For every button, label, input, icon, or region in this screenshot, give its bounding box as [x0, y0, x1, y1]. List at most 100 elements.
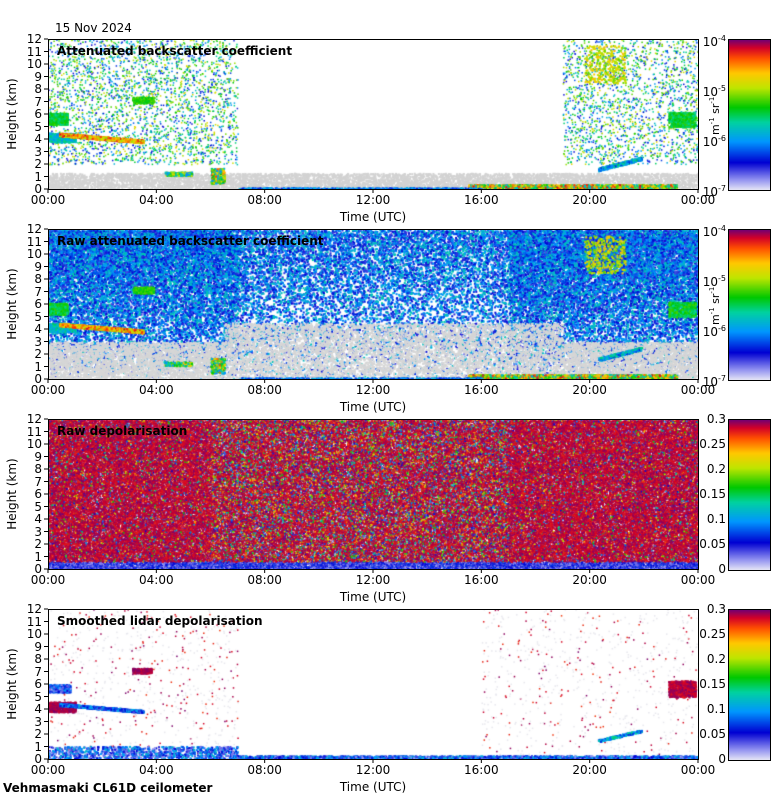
colorbar-1	[728, 39, 771, 191]
x-tick-label: 20:00	[572, 383, 607, 397]
colorbar-tick-label: 0.25	[699, 627, 726, 641]
y-tick-label: 12	[26, 412, 42, 426]
y-tick-label: 11	[26, 424, 42, 439]
x-tick-label: 08:00	[247, 193, 282, 207]
colorbar-tick-label: 0	[718, 752, 726, 766]
y-axis-label: Height (km)	[5, 458, 19, 530]
y-tick-label: 9	[34, 449, 42, 464]
y-tick-label: 1	[34, 359, 42, 374]
y-tick-label: 4	[34, 702, 42, 716]
y-tick-label: 7	[34, 664, 42, 679]
colorbar-unit-label: m-1 sr-1	[708, 286, 722, 326]
y-tick-label: 4	[34, 512, 42, 526]
x-tick-label: 16:00	[464, 573, 499, 587]
colorbar-tick-label: 0	[718, 562, 726, 576]
x-tick-label: 08:00	[247, 383, 282, 397]
x-axis-label: Time (UTC)	[339, 780, 407, 794]
y-tick-label: 8	[34, 272, 42, 286]
colorbar-tick-label: 10-7	[702, 184, 726, 199]
x-tick-label: 20:00	[572, 763, 607, 777]
heatmap-4	[48, 609, 698, 759]
x-tick-label: 00:00	[30, 193, 66, 207]
y-tick-label: 11	[26, 614, 42, 629]
x-tick-label: 12:00	[355, 193, 391, 207]
y-tick-label: 1	[34, 549, 42, 564]
footer-instrument-label: Vehmasmaki CL61D ceilometer	[3, 781, 213, 795]
x-tick-label: 12:00	[355, 573, 391, 587]
x-tick-label: 20:00	[572, 573, 607, 587]
y-tick-label: 6	[34, 487, 42, 501]
colorbar-tick-label: 0.3	[706, 412, 726, 426]
panel-title-3: Raw depolarisation	[57, 424, 188, 438]
colorbar-tick-label: 10-6	[702, 134, 726, 149]
y-tick-label: 7	[34, 284, 42, 299]
x-tick-label: 00:00	[680, 193, 716, 207]
y-tick-label: 9	[34, 259, 42, 274]
y-tick-label: 0	[34, 752, 42, 766]
x-tick-label: 00:00	[30, 383, 66, 397]
x-tick-label: 16:00	[464, 193, 499, 207]
colorbar-tick-label: 0.15	[699, 487, 726, 501]
colorbar-tick-label: 0.15	[699, 677, 726, 691]
y-tick-label: 7	[34, 474, 42, 489]
x-tick-label: 00:00	[680, 763, 716, 777]
y-tick-label: 4	[34, 322, 42, 336]
y-tick-label: 6	[34, 297, 42, 311]
heatmap-3	[48, 419, 698, 569]
y-axis-label: Height (km)	[5, 268, 19, 340]
y-tick-label: 9	[34, 639, 42, 654]
colorbar-tick-label: 0.1	[706, 702, 726, 716]
panel-title-1: Attenuated backscatter coefficient	[57, 44, 293, 58]
y-tick-label: 0	[34, 182, 42, 196]
y-tick-label: 3	[34, 524, 42, 539]
y-tick-label: 10	[26, 247, 42, 261]
colorbar-tick-label: 10-5	[702, 84, 726, 99]
x-tick-label: 00:00	[30, 573, 66, 587]
colorbar-3	[728, 419, 771, 571]
date-label: 15 Nov 2024	[55, 21, 132, 35]
y-tick-label: 6	[34, 677, 42, 691]
x-tick-label: 00:00	[680, 573, 716, 587]
heatmap-2	[48, 229, 698, 379]
x-tick-label: 04:00	[139, 573, 174, 587]
y-tick-label: 3	[34, 714, 42, 729]
heatmap-1	[48, 39, 698, 189]
colorbar-tick-label: 0.2	[706, 652, 726, 666]
y-tick-label: 9	[34, 69, 42, 84]
colorbar-tick-label: 10-5	[702, 274, 726, 289]
y-tick-label: 3	[34, 334, 42, 349]
colorbar-tick-label: 0.1	[706, 512, 726, 526]
colorbar-tick-label: 10-4	[702, 224, 726, 239]
colorbar-tick-label: 0.2	[706, 462, 726, 476]
y-tick-label: 6	[34, 107, 42, 121]
y-axis-label: Height (km)	[5, 78, 19, 150]
y-tick-label: 4	[34, 132, 42, 146]
x-axis-label: Time (UTC)	[339, 210, 407, 224]
x-tick-label: 08:00	[247, 573, 282, 587]
y-tick-label: 12	[26, 32, 42, 46]
x-axis-label: Time (UTC)	[339, 400, 407, 414]
y-tick-label: 8	[34, 82, 42, 96]
x-tick-label: 16:00	[464, 763, 499, 777]
x-tick-label: 00:00	[680, 383, 716, 397]
colorbar-unit-label: m-1 sr-1	[708, 96, 722, 136]
x-tick-label: 04:00	[139, 383, 174, 397]
x-tick-label: 12:00	[355, 383, 391, 397]
y-tick-label: 10	[26, 437, 42, 451]
y-tick-label: 2	[34, 537, 42, 551]
y-tick-label: 5	[34, 309, 42, 324]
colorbar-tick-label: 0.05	[699, 537, 726, 551]
y-tick-label: 2	[34, 157, 42, 171]
y-tick-label: 5	[34, 689, 42, 704]
panel-title-2: Raw attenuated backscatter coefficient	[57, 234, 324, 248]
y-tick-label: 0	[34, 372, 42, 386]
colorbar-4	[728, 609, 771, 761]
colorbar-tick-label: 10-6	[702, 324, 726, 339]
y-tick-label: 10	[26, 627, 42, 641]
y-tick-label: 2	[34, 727, 42, 741]
y-tick-label: 3	[34, 144, 42, 159]
x-tick-label: 00:00	[30, 763, 66, 777]
colorbar-2	[728, 229, 771, 381]
colorbar-tick-label: 0.25	[699, 437, 726, 451]
